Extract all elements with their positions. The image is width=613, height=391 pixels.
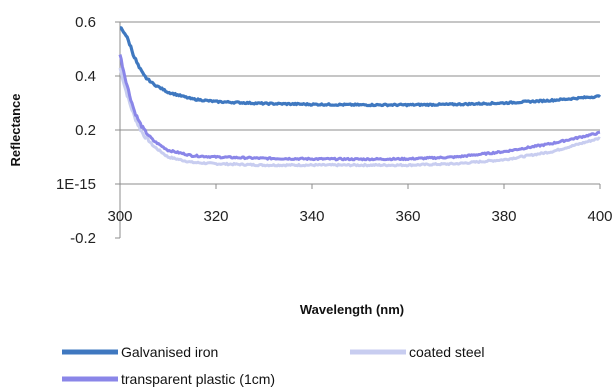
x-tick-label: 360 bbox=[395, 208, 420, 225]
legend-label-galvanised-iron: Galvanised iron bbox=[121, 344, 218, 360]
series-lines bbox=[118, 26, 602, 168]
x-tick-label: 380 bbox=[491, 208, 516, 225]
x-tick-label: 340 bbox=[299, 208, 324, 225]
y-tick-label: -0.2 bbox=[70, 230, 96, 247]
series-galvanised-iron bbox=[119, 26, 602, 108]
legend-item-galvanised-iron: Galvanised iron bbox=[62, 344, 218, 360]
y-tick-label: 0.4 bbox=[75, 68, 96, 85]
series-coated-steel bbox=[118, 67, 601, 168]
x-tick-label: 400 bbox=[587, 208, 612, 225]
legend-label-transparent-plastic: transparent plastic (1cm) bbox=[121, 371, 275, 387]
y-tick-labels: -0.2 1E-15 0.2 0.4 0.6 bbox=[56, 14, 96, 247]
legend-item-transparent-plastic: transparent plastic (1cm) bbox=[62, 371, 275, 387]
x-axis-title: Wavelength (nm) bbox=[300, 302, 404, 317]
y-tick-label: 0.6 bbox=[75, 14, 96, 31]
x-tick-label: 320 bbox=[203, 208, 228, 225]
legend-item-coated-steel: coated steel bbox=[350, 344, 485, 360]
legend: Galvanised iron coated steel transparent… bbox=[62, 344, 485, 387]
y-tick-label: 0.2 bbox=[75, 122, 96, 139]
y-tick-label: 1E-15 bbox=[56, 176, 96, 193]
legend-label-coated-steel: coated steel bbox=[409, 344, 485, 360]
x-tick-label: 300 bbox=[107, 208, 132, 225]
x-tick-labels: 300 320 340 360 380 400 bbox=[107, 208, 612, 225]
y-axis-title: Reflectance bbox=[8, 94, 23, 167]
series-transparent-plastic bbox=[118, 54, 601, 162]
